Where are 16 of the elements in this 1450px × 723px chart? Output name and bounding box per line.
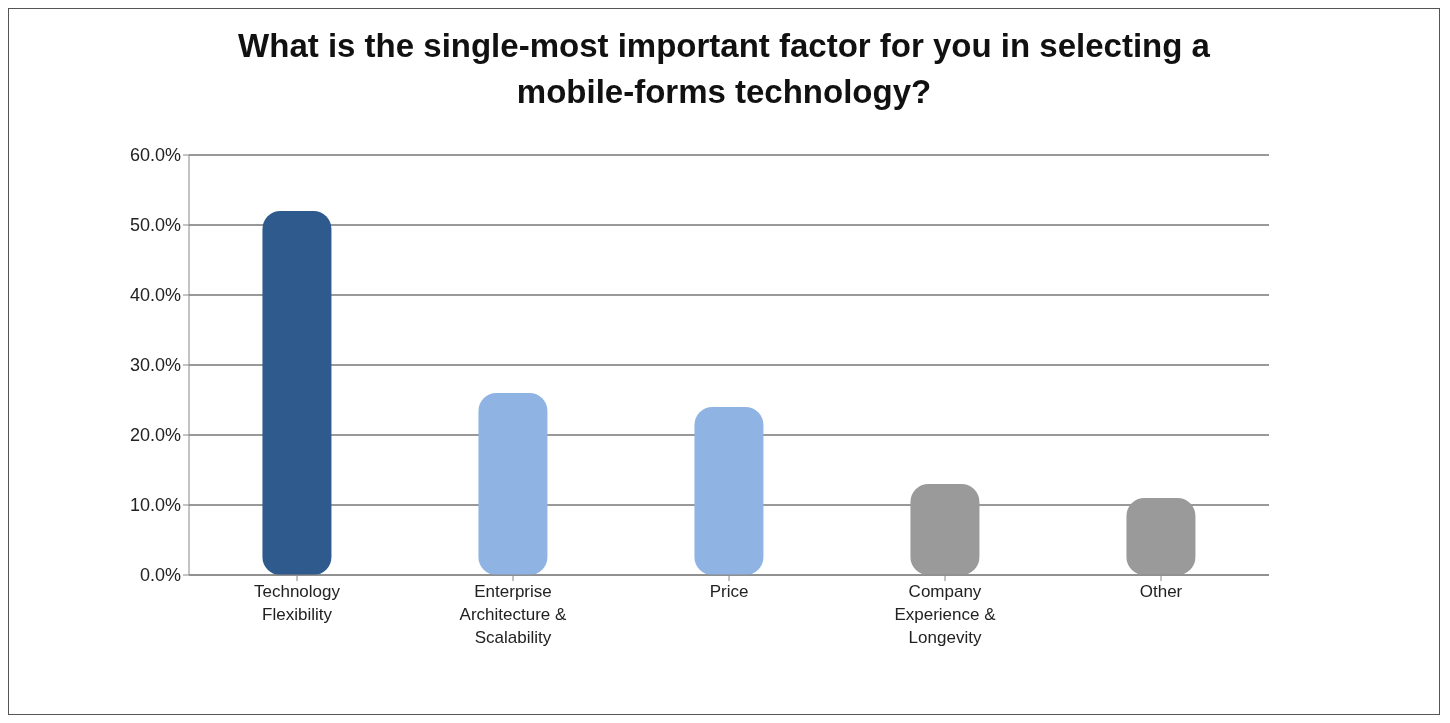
y-tick-label: 10.0%: [129, 495, 181, 516]
x-tick-label: Technology Flexibility: [253, 582, 341, 624]
y-tick-label: 60.0%: [129, 145, 181, 166]
y-tick-label: 50.0%: [129, 215, 181, 236]
x-tick-label: Enterprise Architecture & Scalability: [459, 582, 568, 647]
x-tick-label: Other: [1139, 582, 1183, 601]
y-tick-label: 0.0%: [139, 565, 181, 586]
y-tick-label: 40.0%: [129, 285, 181, 306]
bar: [262, 211, 332, 575]
bar: [478, 393, 548, 575]
x-tick-label: Company Experience & Longevity: [894, 582, 997, 647]
bar: [694, 407, 764, 575]
chart-title: What is the single-most important factor for you in selecting a mobile-forms technology?: [237, 26, 1211, 112]
y-tick-label: 30.0%: [129, 355, 181, 376]
x-tick-label: Price: [709, 582, 749, 601]
y-tick-label: 20.0%: [129, 425, 181, 446]
